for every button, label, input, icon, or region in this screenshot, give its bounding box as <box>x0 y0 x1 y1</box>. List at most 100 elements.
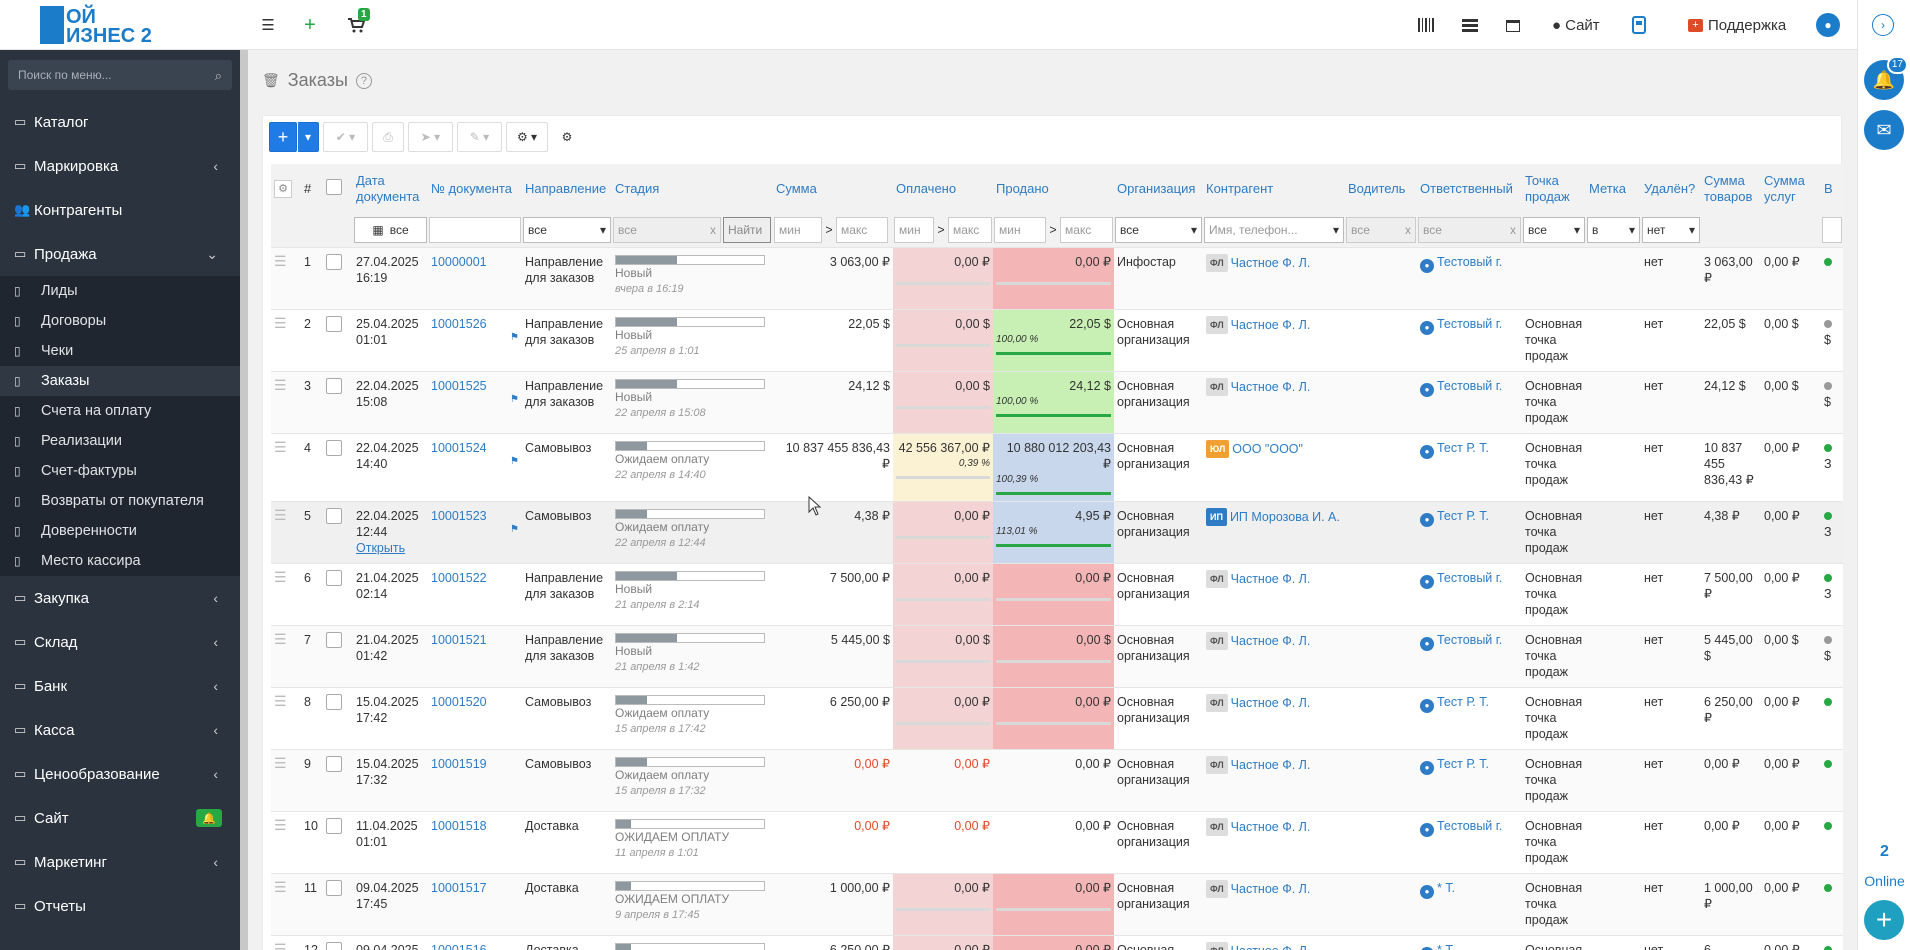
paid-min-input[interactable]: мин <box>894 217 934 244</box>
sidebar-item-a4[interactable]: ▭ Ценообразование ‹ <box>0 752 240 796</box>
clear-icon[interactable]: x <box>1510 223 1516 238</box>
row-checkbox[interactable] <box>326 377 342 394</box>
columns-settings-icon[interactable]: ⚙ <box>552 122 582 152</box>
stage-progress[interactable] <box>615 316 765 327</box>
mark-filter-select[interactable]: в ▾ <box>1587 217 1640 244</box>
drag-handle-icon[interactable]: ☰ <box>274 314 287 331</box>
col-driver[interactable]: Водитель <box>1345 164 1417 214</box>
col-docnum[interactable]: № документа <box>428 164 522 214</box>
contractor-link[interactable]: ООО "ООО" <box>1232 441 1303 456</box>
search-icon[interactable]: ⌕ <box>214 68 222 83</box>
sum-max-input[interactable]: макс <box>836 217 888 244</box>
stage-progress[interactable] <box>615 694 765 705</box>
site-link[interactable]: ● Сайт <box>1552 0 1600 50</box>
drag-handle-icon[interactable]: ☰ <box>274 568 287 585</box>
drag-handle-icon[interactable]: ☰ <box>274 630 287 647</box>
stage-progress[interactable] <box>615 632 765 643</box>
driver-filter-input[interactable]: все x <box>1346 217 1416 244</box>
responsible-link[interactable]: Тест Р. Т. <box>1437 756 1489 771</box>
doc-number-link[interactable]: 10001525 <box>431 378 487 393</box>
doc-number-link[interactable]: 10000001 <box>431 254 487 269</box>
sidebar-item-t1[interactable]: ▭ Маркировка ‹ <box>0 144 240 188</box>
stage-progress[interactable] <box>615 440 765 451</box>
sidebar-item-a2[interactable]: ▭ Банк ‹ <box>0 664 240 708</box>
find-button[interactable]: Найти <box>723 217 771 244</box>
flag-icon[interactable]: ⚑ <box>510 331 519 343</box>
sidebar-subitem-2[interactable]: ▯ Чеки <box>0 336 240 366</box>
table-row[interactable]: ☰ 10 11.04.2025 01:01 10001518 Доставка О… <box>271 810 1843 873</box>
contractor-link[interactable]: Частное Ф. Л. <box>1230 379 1311 394</box>
stage-progress[interactable] <box>615 942 765 950</box>
date-filter[interactable]: ▦ все <box>354 217 427 244</box>
contractor-link[interactable]: Частное Ф. Л. <box>1230 695 1311 710</box>
contractor-link[interactable]: Частное Ф. Л. <box>1230 819 1311 834</box>
col-more[interactable]: В <box>1821 164 1843 214</box>
sidebar-subitem-5[interactable]: ▯ Реализации <box>0 426 240 456</box>
org-filter-select[interactable]: все ▾ <box>1115 217 1202 244</box>
sidebar-item-t2[interactable]: 👥 Контрагенты <box>0 188 240 232</box>
sidebar-subitem-6[interactable]: ▯ Счет-фактуры <box>0 456 240 486</box>
doc-number-link[interactable]: 10001522 <box>431 570 487 585</box>
open-link[interactable]: Открыть <box>356 540 406 555</box>
table-row[interactable]: ☰ 3 22.04.2025 15:08 10001525 ⚑ Направлени… <box>271 370 1843 433</box>
calendar-icon[interactable] <box>1506 0 1520 50</box>
gear-icon[interactable]: ⚙ <box>274 180 292 198</box>
stage-progress[interactable] <box>615 880 765 891</box>
responsible-link[interactable]: Тестовый г. <box>1437 378 1503 393</box>
drag-handle-icon[interactable]: ☰ <box>274 754 287 771</box>
table-row[interactable]: ☰ 11 09.04.2025 17:45 10001517 Доставка О… <box>271 872 1843 935</box>
online-label[interactable]: Online <box>1864 873 1905 889</box>
row-checkbox[interactable] <box>326 693 342 710</box>
stage-progress[interactable] <box>615 254 765 265</box>
drag-handle-icon[interactable]: ☰ <box>274 692 287 709</box>
attach-button[interactable]: ✎ ▾ <box>457 122 502 152</box>
drag-handle-icon[interactable]: ☰ <box>274 252 287 269</box>
table-row[interactable]: ☰ 2 25.04.2025 01:01 10001526 ⚑ Направлени… <box>271 308 1843 371</box>
responsible-link[interactable]: Тест Р. Т. <box>1437 508 1489 523</box>
drag-handle-icon[interactable]: ☰ <box>274 878 287 895</box>
row-checkbox[interactable] <box>326 879 342 896</box>
sidebar-item-t0[interactable]: ▭ Каталог <box>0 100 240 144</box>
direction-filter-select[interactable]: все ▾ <box>523 217 611 244</box>
stage-progress[interactable] <box>615 818 765 829</box>
responsible-link[interactable]: * Т. <box>1437 880 1456 895</box>
sidebar-item-a1[interactable]: ▭ Склад ‹ <box>0 620 240 664</box>
doc-number-link[interactable]: 10001524 <box>431 440 487 455</box>
sidebar-subitem-1[interactable]: ▯ Договоры <box>0 306 240 336</box>
sidebar-subitem-4[interactable]: ▯ Счета на оплату <box>0 396 240 426</box>
contractor-link[interactable]: Частное Ф. Л. <box>1230 633 1311 648</box>
row-checkbox[interactable] <box>326 439 342 456</box>
sidebar-subitem-7[interactable]: ▯ Возвраты от покупателя <box>0 486 240 516</box>
col-services-sum[interactable]: Сумма услуг <box>1761 164 1821 214</box>
table-row[interactable]: ☰ 9 15.04.2025 17:32 10001519 Самовывоз О… <box>271 748 1843 811</box>
doc-number-link[interactable]: 10001520 <box>431 694 487 709</box>
col-pos[interactable]: Точка продаж <box>1522 164 1586 214</box>
app-logo[interactable]: ОЙ ИЗНЕС 2 <box>40 4 210 47</box>
clear-icon[interactable]: x <box>710 223 716 238</box>
row-checkbox[interactable] <box>326 817 342 834</box>
flag-icon[interactable]: ⚑ <box>510 523 519 535</box>
send-button[interactable]: ➤ ▾ <box>408 122 453 152</box>
doc-number-link[interactable]: 10001521 <box>431 632 487 647</box>
stage-progress[interactable] <box>615 570 765 581</box>
sidebar-item-a0[interactable]: ▭ Закупка ‹ <box>0 576 240 620</box>
drag-handle-icon[interactable]: ☰ <box>274 438 287 455</box>
row-checkbox[interactable] <box>326 315 342 332</box>
col-mark[interactable]: Метка <box>1586 164 1641 214</box>
sidebar-item-a5[interactable]: ▭ Сайт 🔔 <box>0 796 240 840</box>
col-sum[interactable]: Сумма <box>773 164 893 214</box>
menu-search-input[interactable] <box>8 60 232 90</box>
flag-icon[interactable]: ⚑ <box>510 455 519 467</box>
online-count[interactable]: 2 <box>1880 843 1889 860</box>
contractor-link[interactable]: Частное Ф. Л. <box>1230 881 1311 896</box>
responsible-link[interactable]: Тест Р. Т. <box>1437 694 1489 709</box>
responsible-link[interactable]: Тест Р. Т. <box>1437 440 1489 455</box>
sidebar-subitem-0[interactable]: ▯ Лиды <box>0 276 240 306</box>
drag-handle-icon[interactable]: ☰ <box>274 376 287 393</box>
table-row[interactable]: ☰ 8 15.04.2025 17:42 10001520 Самовывоз О… <box>271 686 1843 749</box>
contractor-link[interactable]: Частное Ф. Л. <box>1230 317 1311 332</box>
contractor-link[interactable]: Частное Ф. Л. <box>1230 571 1311 586</box>
drag-handle-icon[interactable]: ☰ <box>274 506 287 523</box>
more-filter-input[interactable] <box>1822 217 1842 244</box>
sum-min-input[interactable]: мин <box>774 217 822 244</box>
